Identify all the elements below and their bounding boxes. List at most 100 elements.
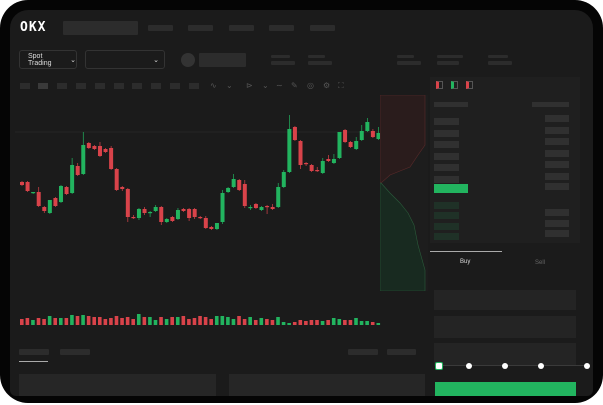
volume-bar — [120, 318, 124, 325]
timeframe-button[interactable] — [151, 83, 161, 89]
candle — [298, 140, 303, 169]
ask-price[interactable] — [434, 176, 459, 183]
chevron-down-icon[interactable]: ⌄ — [262, 81, 269, 90]
candle — [365, 118, 370, 132]
volume-bar — [309, 320, 314, 325]
candle-body — [20, 182, 24, 185]
candle — [370, 129, 375, 138]
pair-name-placeholder — [199, 53, 246, 67]
candle-body — [270, 207, 275, 209]
pair-select[interactable]: ⌄ — [85, 50, 165, 69]
bid-price[interactable] — [434, 212, 459, 219]
candle — [192, 208, 197, 219]
timeframe-button[interactable] — [189, 83, 199, 89]
candle-body — [259, 207, 264, 210]
ask-price[interactable] — [434, 141, 459, 148]
chevron-down-icon[interactable]: ⌄ — [226, 81, 233, 90]
nav-item[interactable] — [229, 25, 254, 31]
market-type-dropdown[interactable]: Spot Trading ⌄ — [19, 50, 77, 69]
candle-body — [237, 180, 242, 190]
volume-bar — [270, 320, 275, 325]
volume-bar — [53, 318, 58, 325]
order-amount — [545, 183, 569, 190]
indicator-icon[interactable]: ∿ — [210, 81, 217, 90]
slider-step-75[interactable] — [538, 363, 544, 369]
timeframe-button[interactable] — [76, 83, 86, 89]
filter-button[interactable] — [387, 349, 416, 355]
slider-handle[interactable] — [435, 362, 443, 370]
candle — [42, 206, 47, 213]
candle — [131, 215, 136, 219]
timeframe-button[interactable] — [170, 83, 180, 89]
nav-item[interactable] — [148, 25, 173, 31]
slider-step-50[interactable] — [502, 363, 508, 369]
line-tool-icon[interactable]: ∼ — [276, 81, 283, 90]
filter-button[interactable] — [348, 349, 378, 355]
ask-price[interactable] — [434, 153, 459, 160]
tab-buy[interactable]: Buy — [460, 259, 471, 265]
total-input[interactable] — [434, 343, 576, 366]
draw-tool-icon[interactable]: ⊳ — [246, 81, 253, 90]
orderbook-both-icon[interactable] — [436, 81, 443, 89]
nav-item[interactable] — [269, 25, 294, 31]
ask-price[interactable] — [434, 130, 459, 137]
volume-bar — [148, 317, 152, 325]
volume-bar — [359, 321, 364, 325]
volume-bar — [343, 320, 347, 325]
slider-step-25[interactable] — [466, 363, 472, 369]
candle-body — [292, 127, 297, 140]
candlestick-chart[interactable] — [10, 10, 593, 396]
candle-body — [53, 198, 58, 206]
timeframe-button[interactable] — [95, 83, 105, 89]
candle-body — [287, 129, 292, 172]
amount-slider-track[interactable] — [439, 365, 587, 366]
volume-bar — [281, 322, 286, 325]
okx-logo[interactable]: OKX — [20, 20, 47, 35]
tab-open-orders[interactable] — [19, 349, 49, 355]
volume-bar — [326, 320, 330, 325]
buy-submit-button[interactable] — [435, 382, 576, 396]
bid-price[interactable] — [434, 223, 459, 230]
price-input[interactable] — [434, 290, 576, 310]
tab-sell[interactable]: Sell — [535, 260, 546, 266]
candle — [114, 168, 119, 191]
nav-item[interactable] — [310, 25, 335, 31]
header-search-placeholder[interactable] — [63, 21, 138, 35]
fullscreen-icon[interactable]: ⛶ — [338, 81, 344, 90]
ask-price[interactable] — [434, 164, 459, 171]
candle-body — [354, 141, 359, 149]
pencil-icon[interactable]: ✎ — [291, 81, 298, 90]
tab-order-history[interactable] — [60, 349, 90, 355]
nav-item[interactable] — [188, 25, 213, 31]
orderbook-sell-icon[interactable] — [466, 81, 473, 89]
candle — [31, 192, 36, 194]
volume-bar — [259, 318, 264, 325]
candle — [265, 205, 270, 214]
timeframe-button[interactable] — [132, 83, 142, 89]
candle — [331, 154, 336, 164]
depth-chart — [380, 95, 428, 291]
asks-depth — [380, 95, 426, 184]
order-amount — [545, 161, 569, 168]
stat-value — [437, 61, 459, 65]
candle-body — [86, 143, 91, 148]
volume-bar — [153, 320, 158, 325]
candle — [142, 207, 147, 215]
candle-body — [337, 132, 342, 158]
order-amount — [545, 220, 569, 227]
volume-bar — [70, 315, 74, 325]
camera-icon[interactable]: ◎ — [307, 81, 314, 90]
amount-input[interactable] — [434, 316, 576, 338]
timeframe-button-active[interactable] — [38, 83, 48, 89]
candle-body — [148, 212, 153, 214]
timeframe-button[interactable] — [20, 83, 30, 89]
orderbook-buy-icon[interactable] — [451, 81, 458, 89]
slider-step-100[interactable] — [584, 363, 590, 369]
bid-price[interactable] — [434, 202, 459, 209]
timeframe-button[interactable] — [114, 83, 124, 89]
settings-icon[interactable]: ⚙ — [323, 81, 331, 90]
ask-price[interactable] — [434, 118, 459, 125]
bid-price[interactable] — [434, 233, 459, 240]
candle-body — [81, 145, 86, 174]
timeframe-button[interactable] — [57, 83, 67, 89]
